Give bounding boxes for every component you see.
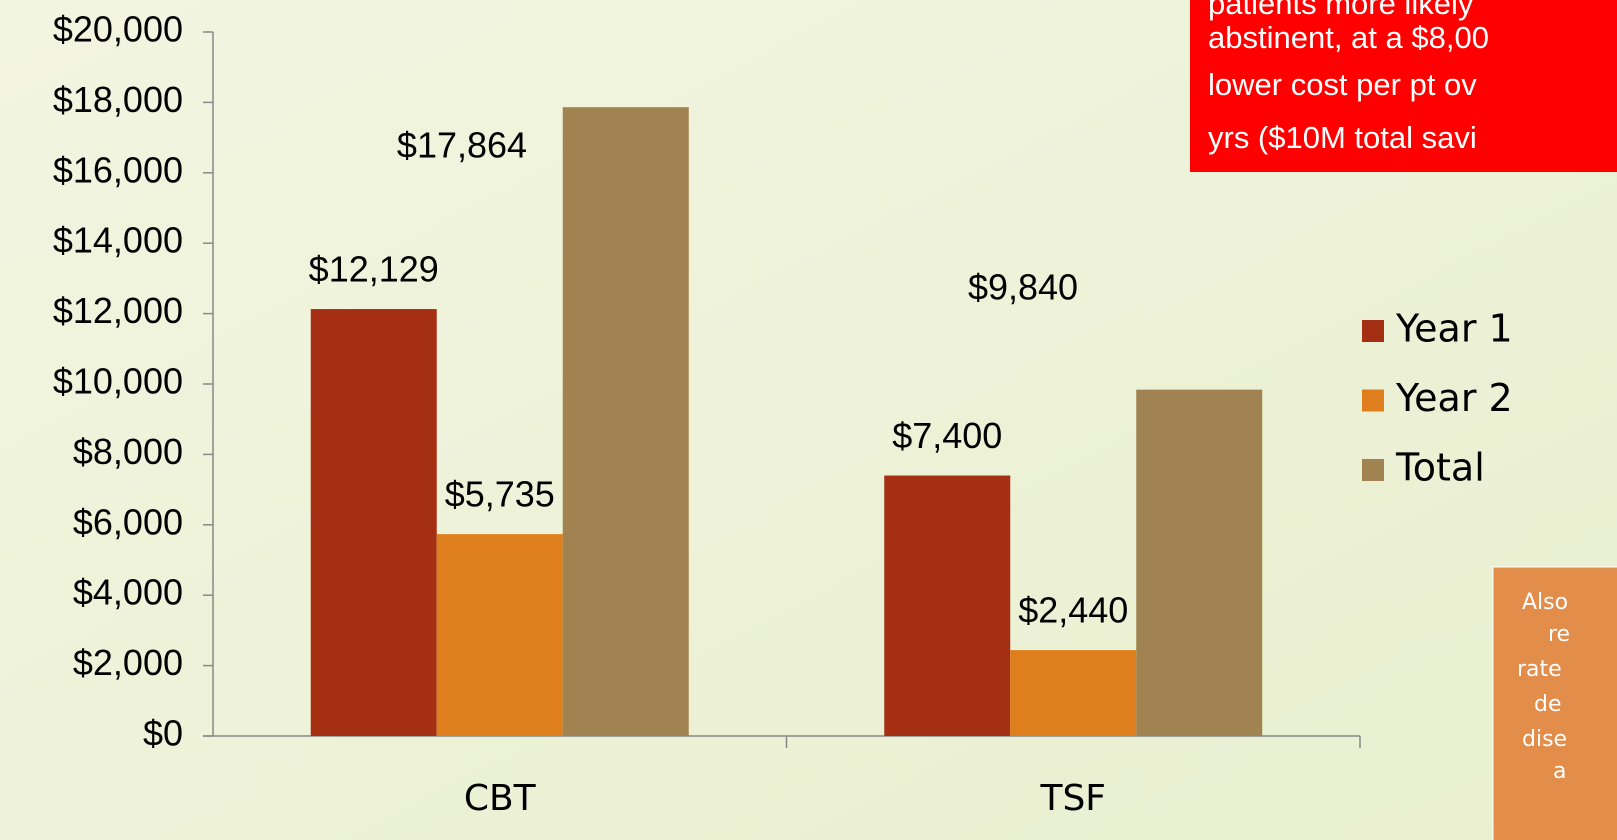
legend-swatch <box>1362 389 1384 412</box>
x-tick-label: CBT <box>464 778 537 819</box>
legend-label: Total <box>1395 446 1485 490</box>
y-tick-label: $20,000 <box>53 9 183 50</box>
y-tick-label: $16,000 <box>53 149 183 190</box>
annotation-text: lower cost per pt ov <box>1208 67 1477 102</box>
legend-label: Year 2 <box>1395 376 1513 420</box>
y-tick-label: $12,000 <box>53 290 183 331</box>
annotation-text: Also <box>1522 590 1568 615</box>
annotation-text: a <box>1553 759 1566 784</box>
bar <box>1010 650 1137 736</box>
y-tick-label: $18,000 <box>53 79 183 120</box>
value-label: $17,864 <box>397 125 527 166</box>
bar <box>310 309 437 736</box>
annotation-box <box>1190 0 1617 172</box>
annotation-box <box>1492 566 1617 840</box>
legend-swatch <box>1362 459 1384 481</box>
bar <box>562 107 689 737</box>
annotation-text: patients more likely <box>1208 0 1474 21</box>
x-tick-label: TSF <box>1039 778 1106 819</box>
legend-swatch <box>1362 320 1384 342</box>
y-tick-label: $8,000 <box>73 431 183 472</box>
y-tick-label: $2,000 <box>73 642 183 683</box>
legend-label: Year 1 <box>1395 307 1513 351</box>
bar <box>436 534 563 736</box>
annotation-text: dise <box>1522 727 1567 752</box>
y-tick-label: $4,000 <box>73 572 183 613</box>
y-tick-label: $10,000 <box>53 361 183 402</box>
annotation-text: abstinent, at a $8,00 <box>1208 20 1489 55</box>
value-label: $9,840 <box>968 267 1078 308</box>
y-tick-label: $6,000 <box>73 501 183 542</box>
annotation-text: yrs ($10M total savi <box>1208 120 1477 155</box>
annotation-text: rate <box>1517 657 1562 682</box>
value-label: $2,440 <box>1018 590 1128 631</box>
annotation-text: de <box>1534 692 1562 717</box>
y-tick-label: $14,000 <box>53 220 183 261</box>
value-label: $5,735 <box>445 474 555 515</box>
y-tick-label: $0 <box>143 713 183 754</box>
bar <box>1136 389 1263 736</box>
annotation-text: re <box>1548 622 1570 647</box>
value-label: $7,400 <box>892 415 1002 456</box>
value-label: $12,129 <box>309 249 439 290</box>
bar <box>884 475 1011 736</box>
